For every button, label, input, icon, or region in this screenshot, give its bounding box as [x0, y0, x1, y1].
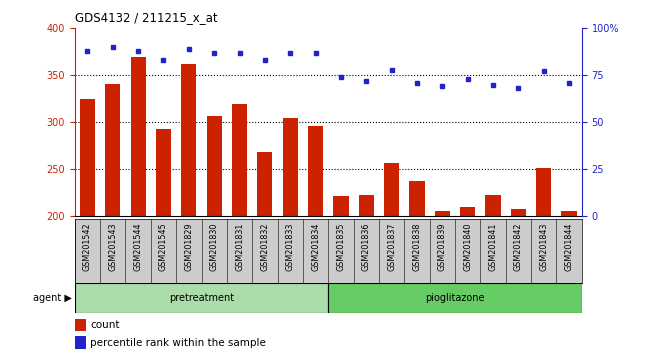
- Bar: [131, 57, 146, 216]
- Bar: [75, 319, 86, 331]
- Bar: [486, 195, 500, 216]
- Text: GSM201838: GSM201838: [413, 223, 421, 271]
- Text: GDS4132 / 211215_x_at: GDS4132 / 211215_x_at: [75, 11, 217, 24]
- Text: GSM201833: GSM201833: [286, 223, 294, 271]
- Bar: [384, 164, 399, 216]
- Text: GSM201829: GSM201829: [185, 223, 193, 271]
- Bar: [80, 99, 95, 216]
- Text: GSM201834: GSM201834: [311, 223, 320, 271]
- Text: count: count: [90, 320, 120, 330]
- Text: GSM201842: GSM201842: [514, 223, 523, 271]
- Bar: [359, 195, 374, 216]
- Text: GSM201837: GSM201837: [387, 223, 396, 271]
- Bar: [181, 64, 196, 216]
- Bar: [75, 283, 328, 313]
- Text: GSM201843: GSM201843: [540, 223, 548, 271]
- Bar: [257, 152, 272, 216]
- Text: pioglitazone: pioglitazone: [425, 293, 485, 303]
- Text: GSM201841: GSM201841: [489, 223, 497, 271]
- Bar: [562, 211, 577, 216]
- Bar: [435, 211, 450, 216]
- Bar: [410, 181, 424, 216]
- Bar: [328, 283, 582, 313]
- Bar: [156, 129, 171, 216]
- Text: percentile rank within the sample: percentile rank within the sample: [90, 338, 266, 348]
- Bar: [105, 84, 120, 216]
- Bar: [460, 207, 475, 216]
- Bar: [75, 336, 86, 349]
- Bar: [232, 104, 247, 216]
- Bar: [333, 196, 348, 216]
- Text: GSM201830: GSM201830: [210, 223, 218, 271]
- Text: GSM201835: GSM201835: [337, 223, 345, 271]
- Text: GSM201844: GSM201844: [565, 223, 573, 271]
- Text: GSM201543: GSM201543: [109, 223, 117, 271]
- Text: GSM201544: GSM201544: [134, 223, 142, 271]
- Text: agent ▶: agent ▶: [32, 293, 72, 303]
- Text: GSM201836: GSM201836: [362, 223, 370, 271]
- Bar: [207, 115, 222, 216]
- Bar: [511, 209, 526, 216]
- Bar: [283, 118, 298, 216]
- Bar: [308, 126, 323, 216]
- Text: GSM201831: GSM201831: [235, 223, 244, 271]
- Text: GSM201542: GSM201542: [83, 223, 92, 271]
- Bar: [536, 168, 551, 216]
- Text: GSM201839: GSM201839: [438, 223, 447, 271]
- Text: GSM201840: GSM201840: [463, 223, 472, 271]
- Text: GSM201545: GSM201545: [159, 223, 168, 271]
- Text: GSM201832: GSM201832: [261, 223, 269, 271]
- Text: pretreatment: pretreatment: [169, 293, 234, 303]
